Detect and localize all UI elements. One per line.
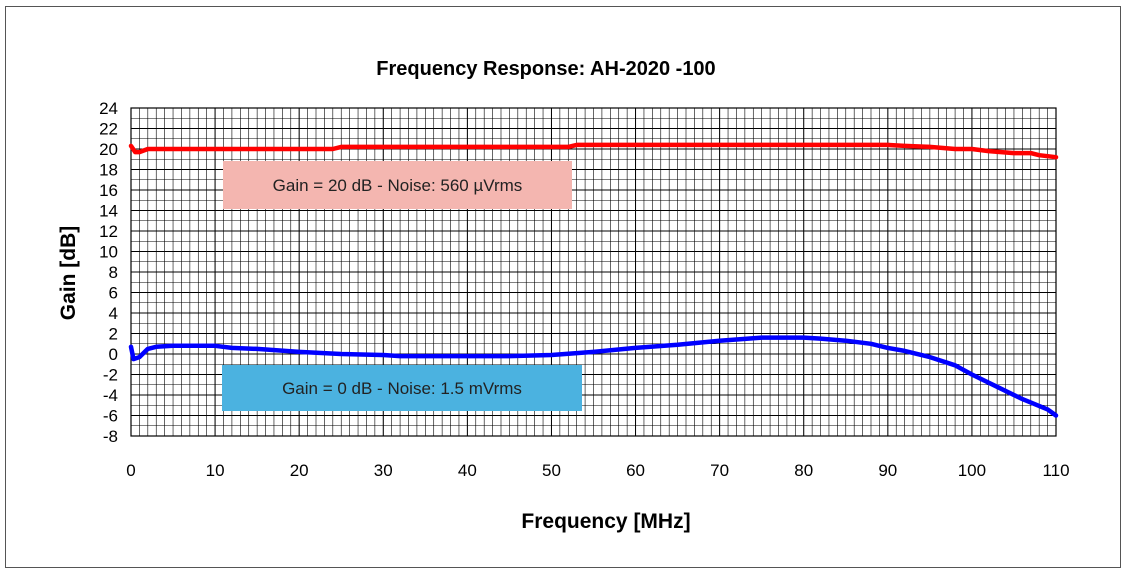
y-tick-label: 4 [109, 304, 118, 323]
y-tick-label: -4 [103, 386, 118, 405]
y-tick-label: 2 [109, 325, 118, 344]
x-tick-label: 50 [542, 461, 561, 480]
y-axis-label: Gain [dB] [57, 226, 80, 321]
x-tick-label: 70 [710, 461, 729, 480]
series-layer [128, 142, 1059, 418]
x-axis-label: Frequency [MHz] [521, 510, 690, 533]
y-tick-label: -6 [103, 407, 118, 426]
x-tick-label: 100 [958, 461, 986, 480]
y-tick-label: 12 [99, 222, 118, 241]
plot-area-border [130, 107, 1057, 437]
x-tick-label: 0 [126, 461, 135, 480]
x-tick-label: 60 [626, 461, 645, 480]
x-tick-labels: 0 10 20 30 40 50 60 70 80 90 100 110 [126, 461, 1069, 480]
y-tick-label: 22 [99, 120, 118, 139]
y-tick-label: 18 [99, 161, 118, 180]
y-tick-label: 24 [99, 99, 118, 118]
series-line-2 [128, 335, 1059, 418]
y-tick-label: 20 [99, 140, 118, 159]
y-tick-label: 0 [109, 345, 118, 364]
annotation-boxes: Gain = 20 dB - Noise: 560 µVrms Gain = 0 … [222, 161, 582, 411]
x-tick-label: 110 [1042, 461, 1069, 480]
annotation-text-2: Gain = 0 dB - Noise: 1.5 mVrms [282, 379, 522, 398]
y-tick-label: -2 [103, 366, 118, 385]
y-tick-label: -8 [103, 427, 118, 446]
x-tick-label: 20 [290, 461, 309, 480]
y-tick-label: 10 [99, 243, 118, 262]
chart-frame [5, 6, 1121, 568]
x-tick-label: 40 [458, 461, 477, 480]
y-tick-label: 6 [109, 284, 118, 303]
chart-title: Frequency Response: AH-2020 -100 [376, 58, 715, 80]
annotation-box-1 [223, 161, 572, 209]
y-tick-label: 8 [109, 263, 118, 282]
y-tick-label: 16 [99, 181, 118, 200]
series-line-1 [128, 142, 1059, 160]
x-tick-label: 10 [206, 461, 225, 480]
y-tick-label: 14 [99, 202, 118, 221]
x-tick-label: 30 [374, 461, 393, 480]
annotation-text-1: Gain = 20 dB - Noise: 560 µVrms [273, 176, 523, 195]
annotation-box-2 [222, 365, 582, 411]
x-tick-label: 90 [878, 461, 897, 480]
x-tick-label: 80 [794, 461, 813, 480]
